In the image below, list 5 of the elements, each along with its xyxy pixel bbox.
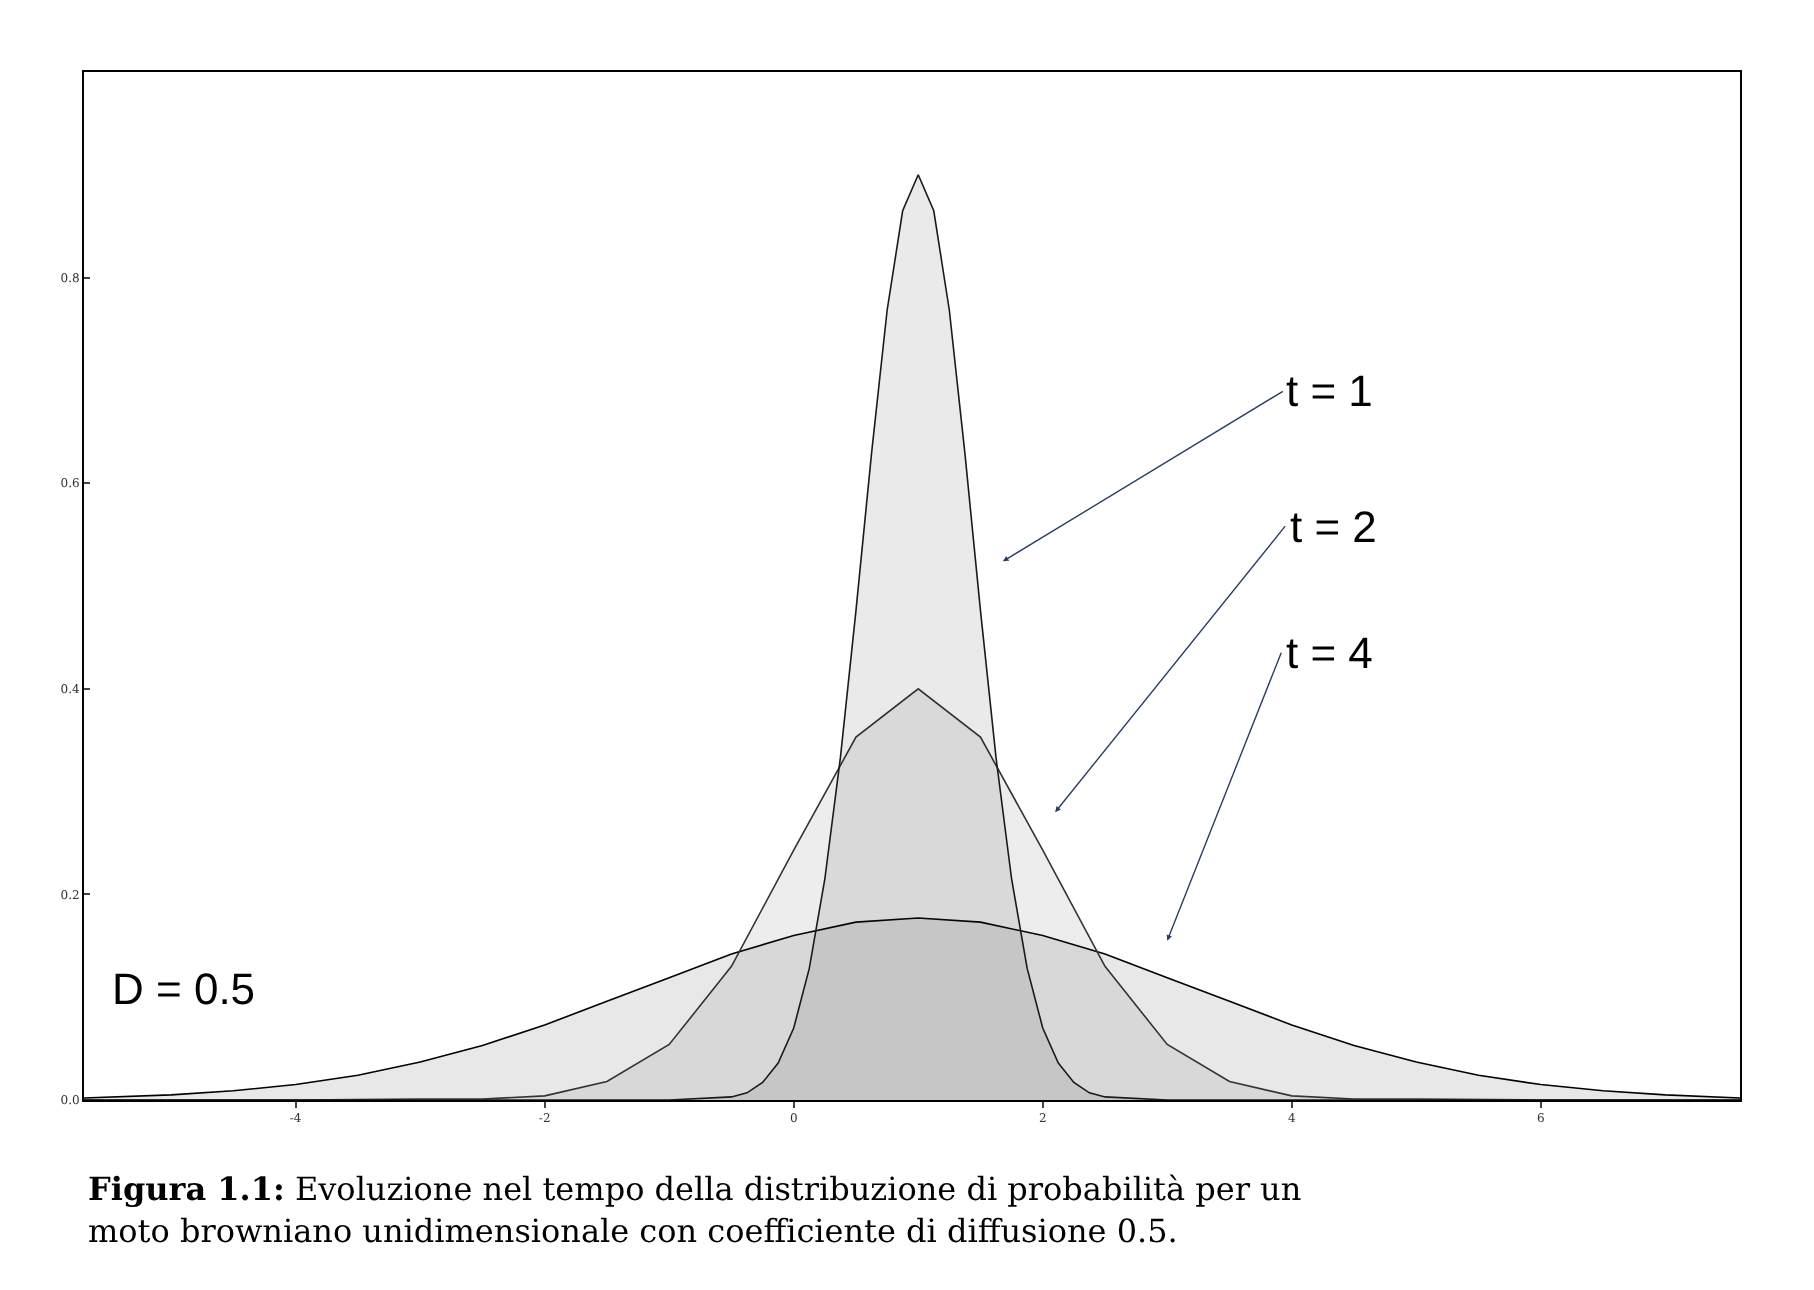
text: Figura 1.1: Evoluzione nel tempo della distribuzione di probabilità per un moto browniano unidimensionale con coefficiente di diffusione 0.5. <box>88 1170 1302 1250</box>
annotation: D = 0.5 <box>112 964 256 1014</box>
annotation: t = 4 <box>1286 628 1373 678</box>
annotation: t = 2 <box>1290 502 1377 552</box>
annotation: t = 1 <box>1286 366 1373 416</box>
